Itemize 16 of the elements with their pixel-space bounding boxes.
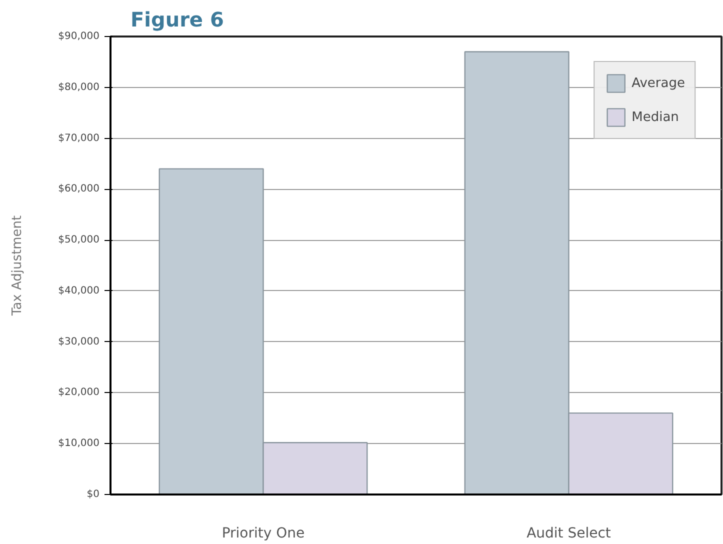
y-tick-label: $30,000 [58, 336, 100, 348]
y-tick-label: $10,000 [58, 438, 100, 450]
y-tick-label: $50,000 [58, 234, 100, 246]
y-tick-label: $40,000 [58, 285, 100, 296]
legend-label: Median [632, 110, 679, 124]
y-tick-label: $70,000 [58, 132, 100, 144]
legend-label: Average [632, 76, 685, 90]
y-tick-label: $90,000 [58, 31, 100, 42]
y-tick-label: $20,000 [58, 387, 100, 398]
y-tick-label: $60,000 [58, 184, 100, 195]
chart-title: Figure 6 [130, 8, 224, 32]
y-tick-label: $0 [86, 489, 100, 500]
y-axis-title: Tax Adjustment [10, 215, 26, 317]
x-tick-label: Priority One [222, 526, 305, 542]
x-tick-label: Audit Select [526, 526, 612, 542]
y-tick-label: $80,000 [58, 82, 100, 93]
